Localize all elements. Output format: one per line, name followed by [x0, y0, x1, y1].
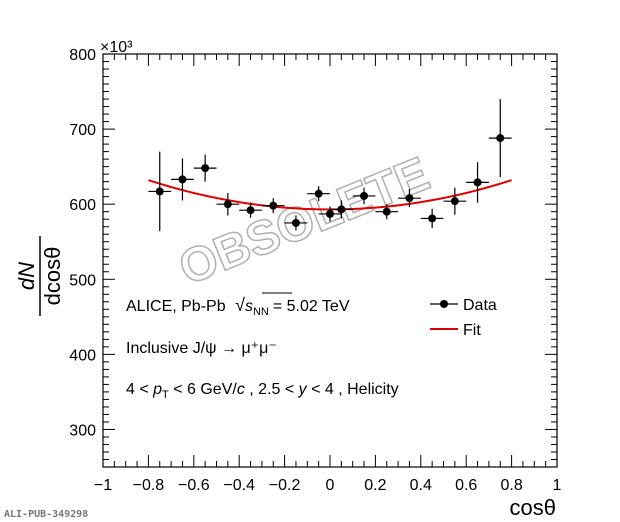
y-tick-label: 500: [69, 272, 96, 289]
data-point: [148, 151, 172, 232]
data-marker: [246, 206, 255, 215]
legend-entry-fit: Fit: [430, 322, 481, 339]
data-marker: [405, 194, 414, 203]
x-tick-label: −1: [94, 477, 112, 494]
figure-id: ALI-PUB-349298: [4, 509, 88, 520]
data-point: [352, 187, 376, 205]
data-marker: [326, 209, 334, 218]
annotation-sqrt-sub: NN: [253, 306, 269, 318]
y-axis-tick-labels: 300 400 500 600 700 800: [69, 47, 96, 439]
x-tick-label: −0.2: [269, 477, 301, 494]
y-tick-label: 300: [69, 422, 96, 439]
data-point: [330, 200, 353, 219]
annotation-collision: ALICE, Pb-Pb: [126, 298, 226, 315]
x-axis-title: cosθ: [510, 495, 556, 520]
data-point: [420, 208, 444, 229]
data-marker: [473, 178, 482, 187]
data-point: [284, 215, 308, 231]
data-marker: [269, 201, 278, 210]
data-marker: [337, 205, 346, 214]
plot-frame: [102, 53, 558, 468]
svg-text:OBSOLETE: OBSOLETE: [172, 148, 437, 296]
data-point: [375, 204, 399, 220]
data-point: [398, 189, 421, 208]
data-point: [261, 198, 285, 214]
x-axis-tick-labels: −1 −0.8 −0.6 −0.4 −0.2 0 0.2 0.4 0.6 0.8 1: [94, 477, 562, 494]
data-marker: [178, 175, 187, 184]
data-marker: [382, 207, 391, 216]
x-axis-ticks: [102, 54, 558, 467]
data-point: [216, 192, 240, 216]
x-tick-label: 1: [553, 477, 562, 494]
y-axis-title: dN dcosθ: [14, 236, 65, 316]
y-axis-title-numerator: dN: [14, 262, 39, 290]
data-point: [443, 187, 467, 215]
data-marker: [360, 191, 369, 200]
legend-label-fit: Fit: [463, 322, 481, 339]
data-marker: [223, 200, 232, 209]
data-marker: [155, 187, 164, 196]
data-point: [193, 154, 217, 182]
y-tick-label: 400: [69, 347, 96, 364]
data-marker: [291, 218, 300, 227]
x-tick-label: 0: [326, 477, 335, 494]
x-tick-label: −0.4: [223, 477, 255, 494]
y-axis-ticks: [103, 53, 557, 468]
data-point: [488, 99, 512, 178]
annotation-decay-channel: Inclusive J/ψ → μ⁺μ⁻: [126, 340, 277, 357]
x-tick-label: 0.2: [364, 477, 386, 494]
y-tick-label: 600: [69, 197, 96, 214]
legend: Data Fit: [430, 297, 497, 339]
legend-label-data: Data: [463, 297, 497, 314]
x-tick-label: 0.6: [455, 477, 477, 494]
x-tick-label: −0.6: [178, 477, 210, 494]
y-axis-multiplier: ×10³: [100, 39, 133, 56]
x-tick-label: −0.8: [133, 477, 165, 494]
data-marker: [314, 189, 323, 198]
data-point: [307, 186, 330, 202]
y-tick-label: 700: [69, 122, 96, 139]
obsolete-watermark: OBSOLETE: [171, 147, 437, 297]
data-marker: [450, 197, 459, 206]
y-tick-label: 800: [69, 47, 96, 64]
data-point: [171, 158, 194, 201]
annotation-energy: = 5.02 TeV: [273, 298, 350, 315]
annotation-system: ALICE, Pb-Pb √sNN = 5.02 TeV: [126, 292, 350, 318]
data-point: [466, 162, 489, 203]
legend-entry-data: Data: [430, 297, 497, 314]
data-marker: [428, 214, 437, 223]
annotation-kinematics: 4 < pT < 6 GeV/c , 2.5 < y < 4 , Helicit…: [126, 381, 399, 401]
y-axis-title-denominator: dcosθ: [40, 247, 65, 306]
x-tick-label: 0.8: [500, 477, 522, 494]
data-point: [239, 202, 262, 218]
annotation-sqrt-s: s: [245, 298, 253, 315]
data-marker: [201, 164, 210, 173]
data-points: [148, 99, 512, 232]
svg-text:ALICE, Pb-Pb √sNN= 5.02: ALICE, Pb-Pb √sNN = 5.02 TeV: [126, 295, 350, 318]
x-tick-label: 0.4: [410, 477, 432, 494]
data-marker: [496, 134, 505, 143]
